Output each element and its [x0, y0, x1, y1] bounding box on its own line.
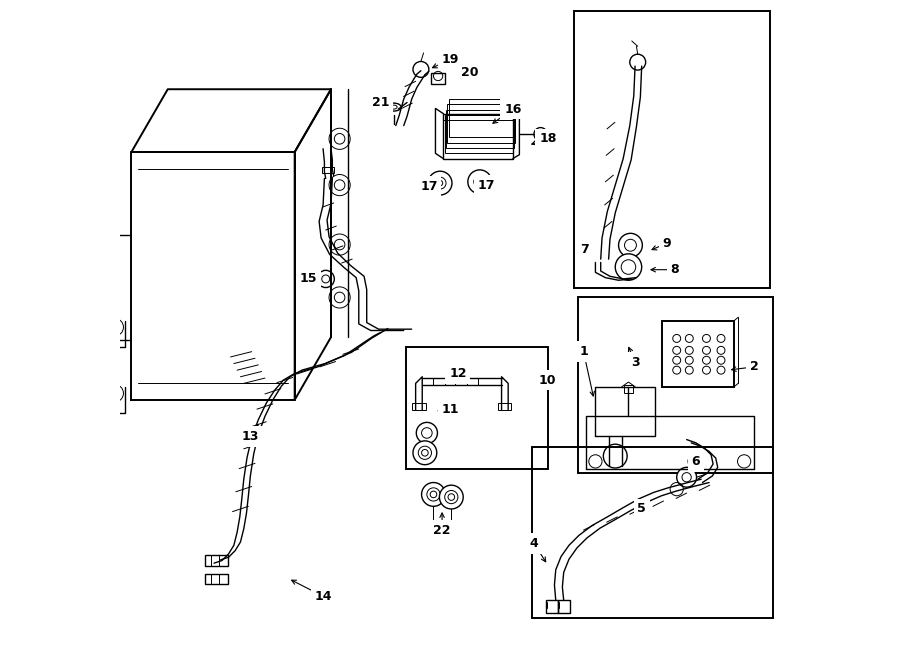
Text: 9: 9: [662, 237, 671, 250]
Bar: [446, 110, 514, 148]
Circle shape: [439, 485, 464, 509]
Text: 6: 6: [691, 455, 700, 468]
Bar: [406, 347, 548, 469]
Bar: [205, 555, 228, 566]
Text: 8: 8: [670, 263, 680, 276]
Bar: [444, 120, 513, 159]
Text: 21: 21: [372, 96, 390, 109]
Circle shape: [468, 170, 491, 194]
Bar: [578, 297, 773, 473]
Bar: [499, 403, 511, 410]
Text: 17: 17: [478, 178, 495, 192]
Circle shape: [317, 270, 334, 288]
Circle shape: [417, 422, 437, 444]
Circle shape: [630, 54, 645, 70]
Text: 14: 14: [314, 590, 332, 603]
Circle shape: [413, 441, 436, 465]
Bar: [444, 114, 513, 159]
Text: 5: 5: [637, 502, 646, 516]
Text: 16: 16: [504, 102, 521, 116]
Text: 13: 13: [242, 430, 259, 443]
Bar: [322, 167, 334, 173]
Bar: [431, 73, 446, 84]
Circle shape: [677, 467, 697, 487]
Circle shape: [329, 287, 350, 308]
Circle shape: [329, 128, 350, 149]
Bar: [447, 104, 515, 143]
Text: 4: 4: [529, 537, 538, 550]
Text: 7: 7: [580, 243, 590, 256]
Text: 1: 1: [579, 345, 588, 358]
Circle shape: [603, 444, 627, 468]
Text: 15: 15: [300, 272, 318, 286]
Text: 22: 22: [433, 524, 451, 537]
Bar: [412, 403, 426, 410]
Bar: [545, 600, 558, 613]
Text: 18: 18: [539, 132, 556, 145]
Bar: [532, 447, 773, 618]
Circle shape: [329, 175, 350, 196]
Circle shape: [428, 171, 452, 195]
Circle shape: [618, 233, 643, 257]
Circle shape: [534, 128, 547, 141]
Bar: [449, 99, 516, 137]
Circle shape: [329, 234, 350, 255]
Circle shape: [413, 61, 428, 77]
Text: 17: 17: [420, 180, 437, 193]
Circle shape: [616, 254, 642, 280]
Text: 10: 10: [538, 373, 556, 387]
Circle shape: [421, 483, 446, 506]
Bar: [445, 115, 514, 153]
Bar: [558, 600, 570, 613]
Bar: [574, 11, 770, 288]
Text: 19: 19: [441, 53, 459, 66]
Text: 12: 12: [449, 367, 467, 380]
Text: 2: 2: [750, 360, 759, 373]
Bar: [662, 321, 734, 387]
Text: 11: 11: [441, 403, 459, 416]
Text: 20: 20: [461, 66, 479, 79]
Text: 3: 3: [631, 356, 639, 369]
Bar: [205, 574, 228, 584]
Bar: [624, 385, 633, 393]
